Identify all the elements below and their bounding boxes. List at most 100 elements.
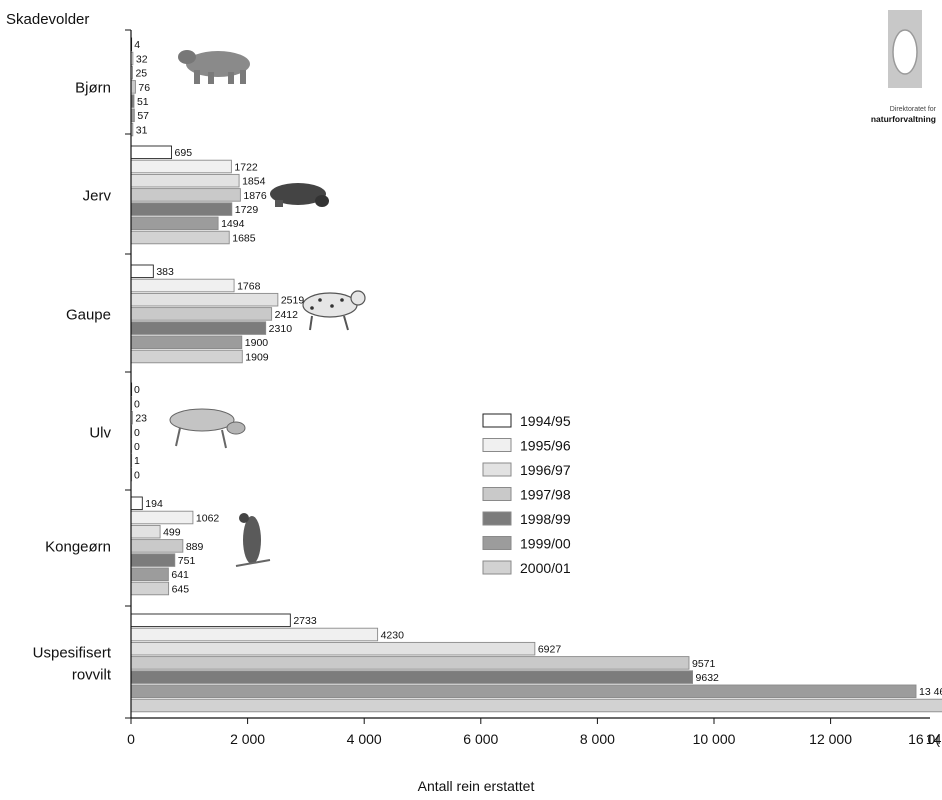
bar (130, 335, 243, 350)
logo-line2: naturforvaltning (871, 114, 936, 124)
bar (130, 539, 184, 553)
bar (130, 656, 690, 670)
legend-swatch (482, 462, 512, 477)
bar-value-label: 1854 (242, 176, 266, 188)
bar (130, 173, 240, 188)
bar (130, 264, 154, 279)
legend-label: 1996/97 (520, 462, 571, 478)
bar-value-label: 194 (145, 498, 163, 510)
bar (130, 80, 136, 94)
bar-value-label: 0 (134, 398, 140, 410)
bar (130, 202, 233, 216)
legend-label: 1997/98 (520, 487, 571, 503)
category-label: Bjørn (75, 80, 111, 97)
legend-label: 1999/00 (520, 536, 571, 552)
legend-swatch (482, 487, 512, 501)
bar (130, 188, 241, 202)
x-tick-label: 14 000 (926, 731, 942, 747)
bar (130, 159, 232, 174)
bar-value-label: 4 (134, 39, 140, 51)
bar-value-label: 25 (135, 68, 147, 80)
bar (130, 510, 194, 525)
bar-value-label: 1900 (245, 337, 269, 349)
legend-label: 1995/96 (520, 438, 571, 454)
bar-value-label: 1729 (235, 204, 259, 216)
eagle-illustration (235, 513, 271, 567)
bar (130, 684, 917, 699)
bar-value-label: 4230 (381, 629, 405, 641)
bar (130, 567, 169, 582)
bar-value-label: 32 (136, 53, 148, 65)
organization-logo: Direktoratet for naturforvaltning (871, 10, 937, 124)
bar (130, 496, 143, 511)
legend-swatch (482, 413, 512, 428)
x-tick-label: 2 000 (230, 731, 265, 747)
bar (130, 581, 170, 596)
y-axis-title: Skadevolder (6, 11, 89, 28)
bar-value-label: 9632 (696, 672, 720, 684)
bar-value-label: 13 465 (919, 686, 942, 698)
category-label: rovvilt (72, 667, 112, 684)
legend-swatch (482, 511, 512, 526)
bar-value-label: 2412 (275, 309, 299, 321)
bar-value-label: 31 (136, 124, 148, 136)
bar-value-label: 1685 (232, 232, 256, 244)
bar (130, 641, 536, 656)
bear-illustration (178, 50, 250, 84)
bar (130, 321, 267, 335)
bar-value-label: 0 (134, 469, 140, 481)
bar-value-label: 51 (137, 96, 149, 108)
legend-swatch (482, 536, 512, 550)
bar (130, 292, 279, 307)
category-label: Uspesifisert (33, 645, 112, 662)
category-label: Kongeørn (45, 539, 111, 556)
x-tick-label: 6 000 (463, 731, 498, 747)
x-tick-label: 12 000 (809, 731, 852, 747)
bar (130, 524, 161, 539)
bar-value-label: 0 (134, 441, 140, 453)
wolverine-illustration (270, 183, 329, 207)
bar-value-label: 9571 (692, 658, 716, 670)
bar-value-label: 57 (137, 110, 149, 122)
bar (130, 349, 243, 364)
bar-value-label: 1876 (243, 190, 267, 202)
bar-value-label: 1 (134, 455, 140, 467)
bar-value-label: 1494 (221, 218, 245, 230)
bar-value-label: 1768 (237, 280, 261, 292)
wolf-illustration (169, 408, 246, 449)
x-tick-label: 4 000 (347, 731, 382, 747)
category-label: Ulv (89, 425, 111, 442)
bar (130, 613, 291, 628)
bar (130, 230, 230, 245)
bar-value-label: 2310 (269, 323, 293, 335)
bar-value-label: 751 (178, 555, 196, 567)
bar-value-label: 645 (172, 583, 190, 595)
bar-value-label: 23 (135, 413, 147, 425)
category-label: Jerv (83, 188, 112, 205)
legend-label: 1998/99 (520, 511, 571, 527)
legend: 1994/95 1995/96 1996/97 1997/98 1998/99 1999/… (482, 413, 571, 576)
bar (130, 278, 235, 293)
bar-value-label: 383 (156, 266, 174, 278)
bar-value-label: 1062 (196, 512, 220, 524)
bar (130, 627, 379, 642)
plot-area: Bjørn Jerv Gaupe Ulv Kongeørn Uspesifisert rov… (33, 29, 942, 747)
lynx-illustration (302, 290, 366, 331)
logo-line1: Direktoratet for (890, 106, 937, 113)
bar-value-label: 1909 (245, 351, 269, 363)
bar-value-label: 0 (134, 427, 140, 439)
bar-value-label: 6927 (538, 644, 562, 656)
bar-value-label: 2733 (293, 615, 317, 627)
bar-value-label: 641 (171, 569, 189, 581)
bar (130, 698, 942, 713)
x-tick-label: 16 0( (908, 731, 940, 747)
bar (130, 216, 219, 231)
legend-label: 2000/01 (520, 560, 571, 576)
bar-value-label: 2519 (281, 295, 305, 307)
x-tick-label: 8 000 (580, 731, 615, 747)
bar (130, 553, 176, 567)
bar-value-label: 695 (175, 147, 193, 159)
bar-value-label: 76 (138, 82, 150, 94)
bar-value-label: 0 (134, 384, 140, 396)
